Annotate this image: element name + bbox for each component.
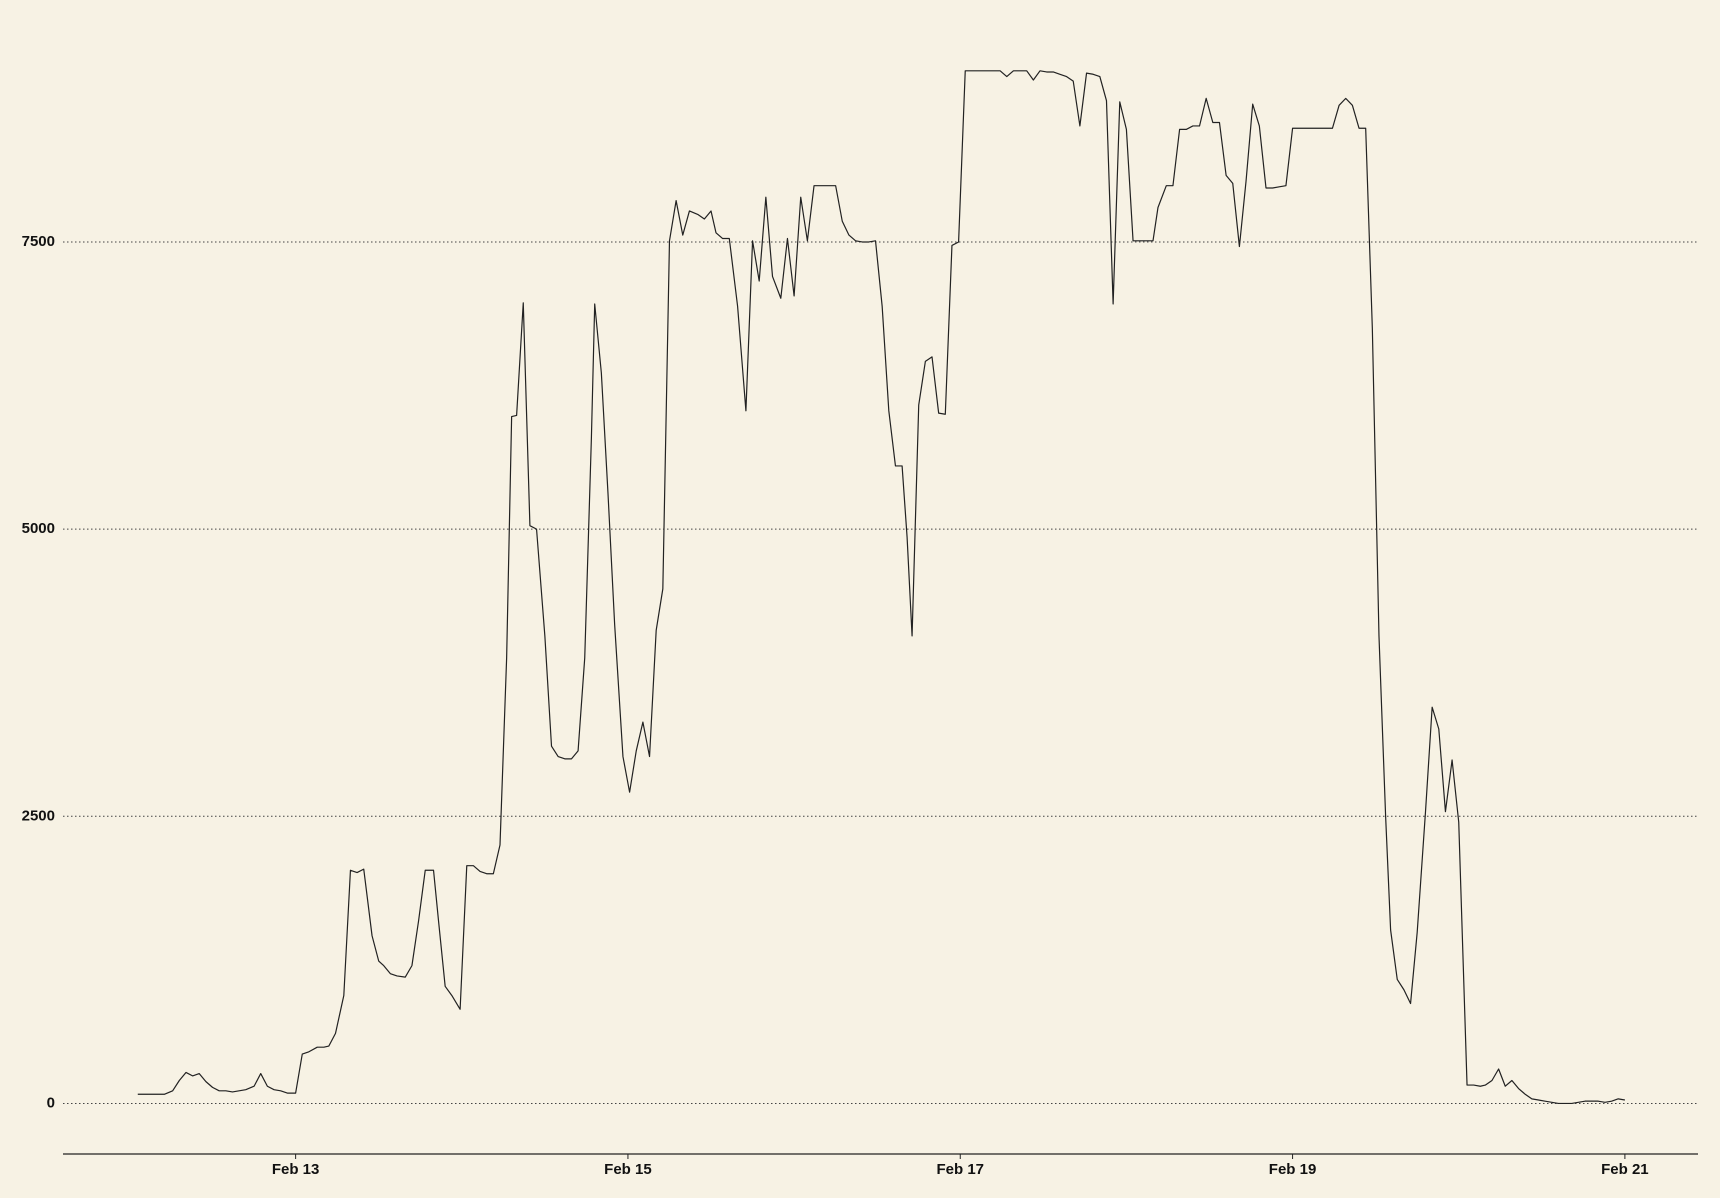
- x-tick-label: Feb 19: [1269, 1161, 1317, 1178]
- y-tick-label: 2500: [22, 807, 55, 824]
- data-line: [137, 70, 1625, 1105]
- x-tick-label: Feb 17: [936, 1161, 984, 1178]
- y-tick-label: 0: [47, 1094, 55, 1111]
- y-tick-label: 7500: [22, 233, 55, 250]
- x-tick-label: Feb 21: [1601, 1161, 1649, 1178]
- x-tick-label: Feb 15: [604, 1161, 652, 1178]
- x-tick-label: Feb 13: [272, 1161, 320, 1178]
- y-tick-label: 5000: [22, 520, 55, 537]
